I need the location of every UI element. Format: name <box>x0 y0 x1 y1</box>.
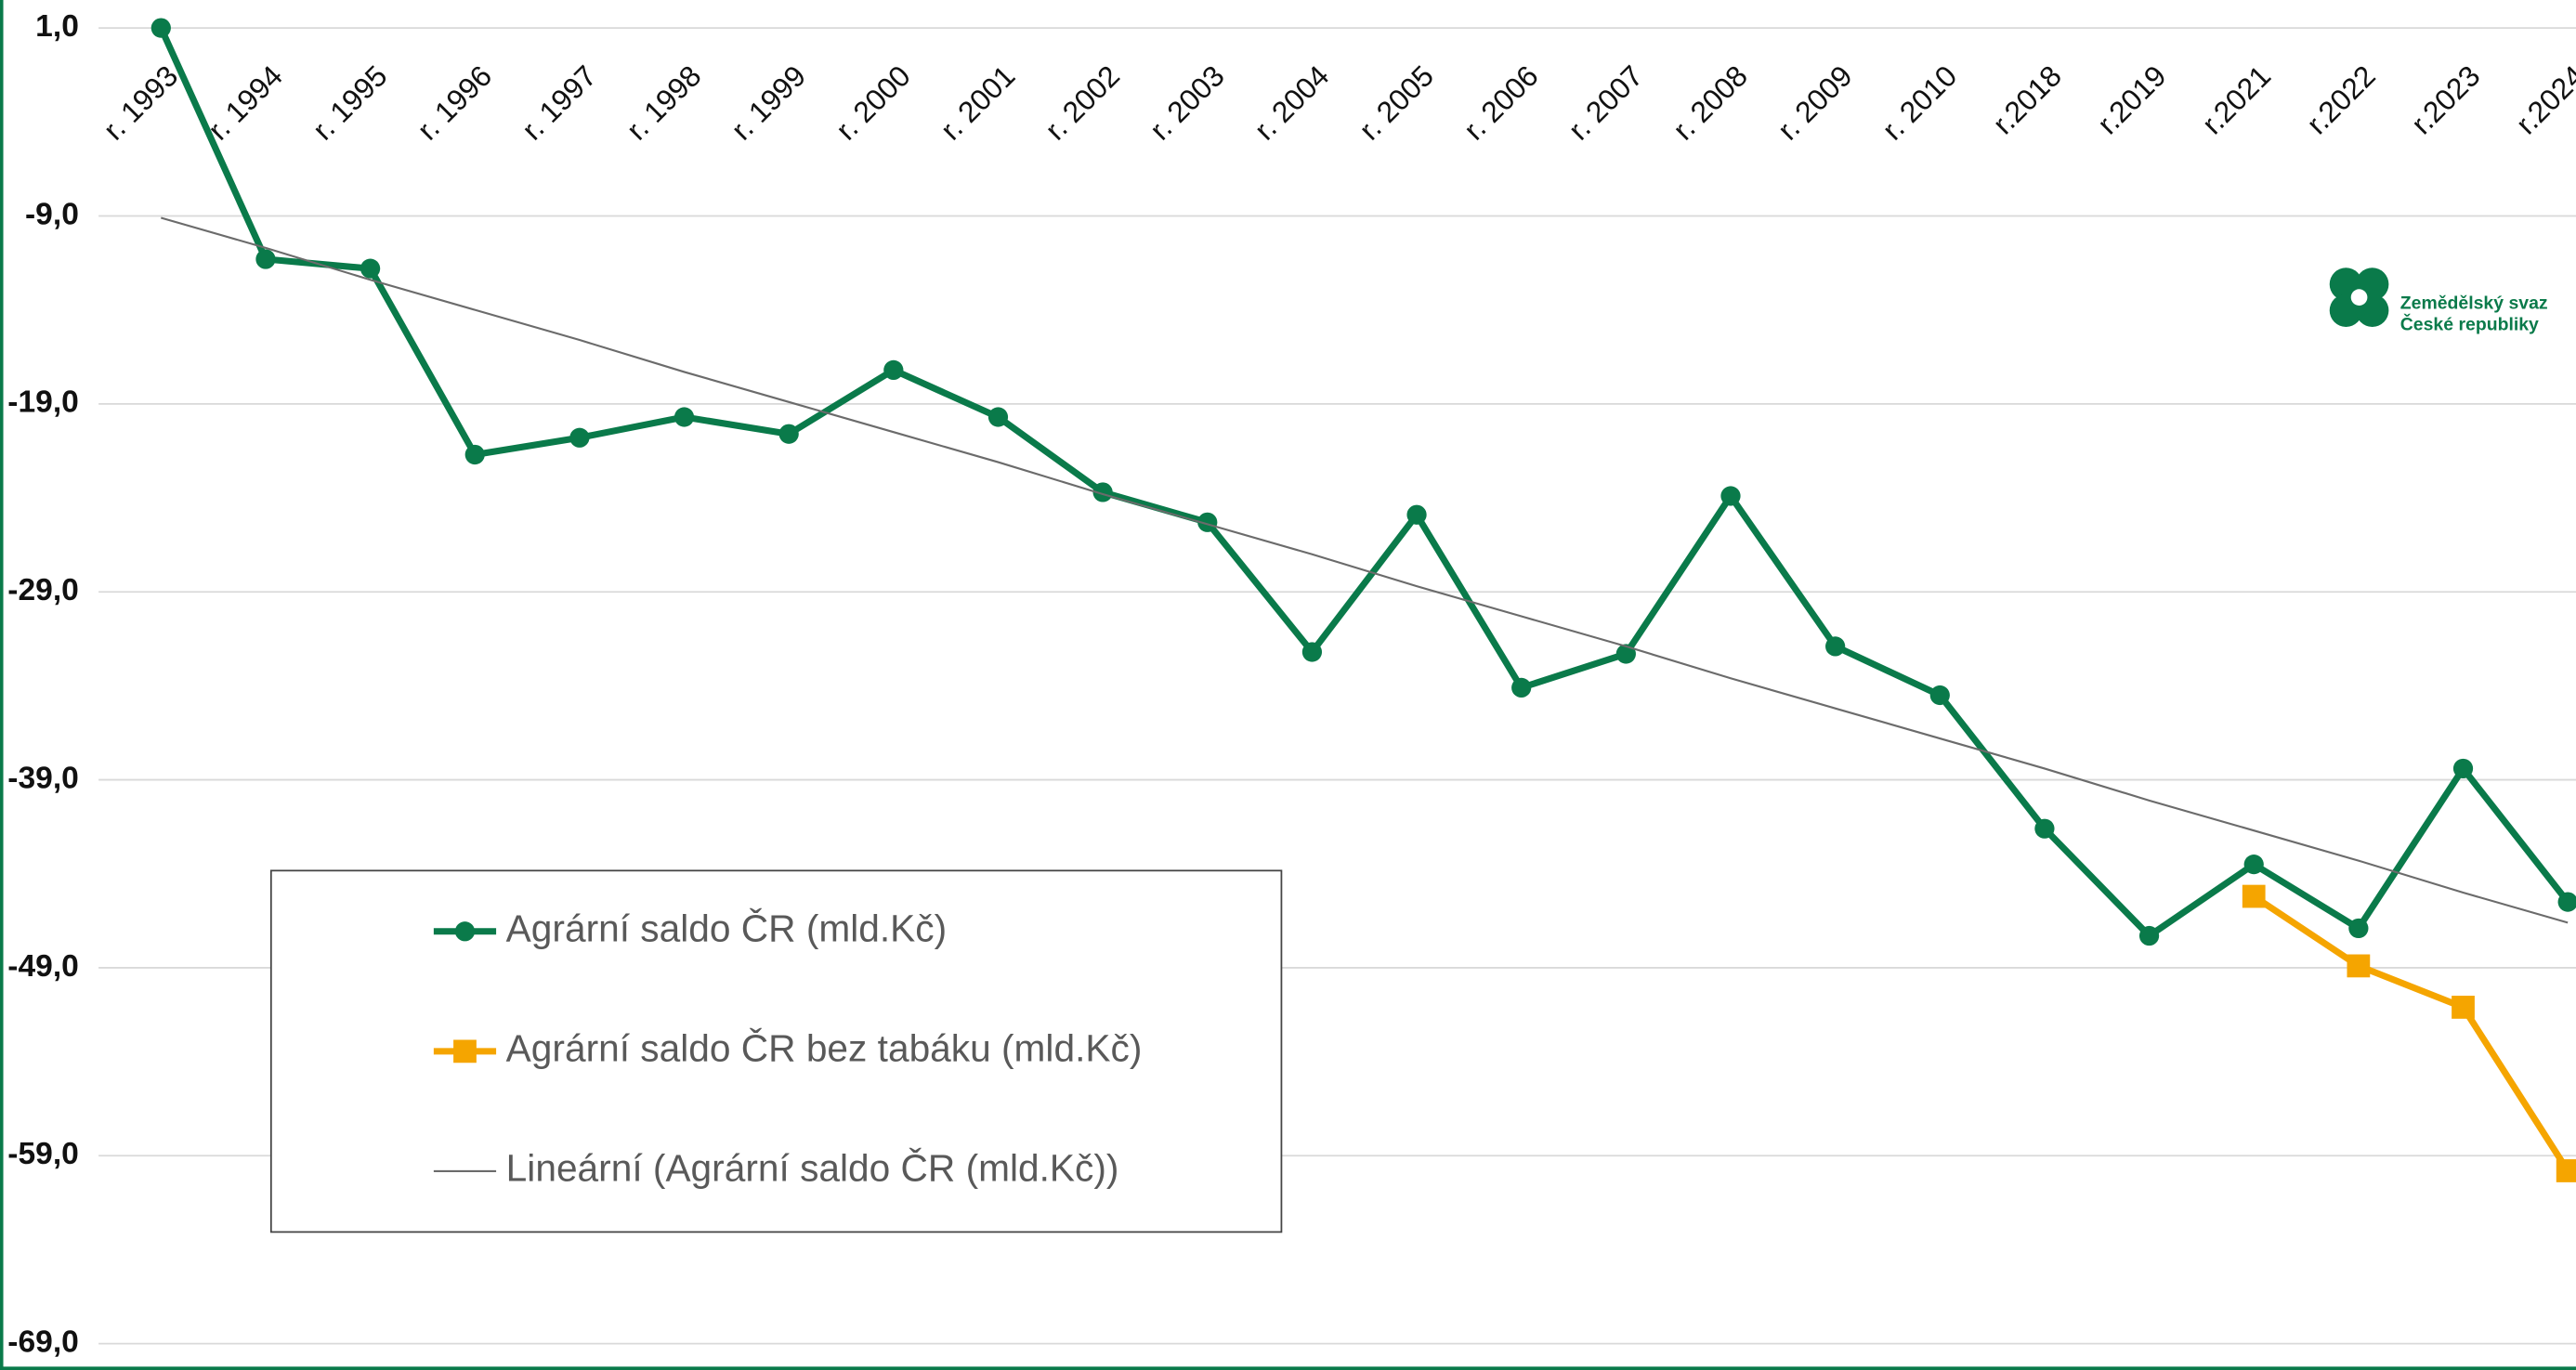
legend-label: Agrární saldo ČR bez tabáku (mld.Kč) <box>506 1027 1143 1070</box>
series-line <box>2252 894 2571 1173</box>
logo: Zemědělský svaz České republiky <box>2329 267 2548 334</box>
point <box>2242 884 2266 908</box>
logo-icon <box>2329 267 2389 327</box>
point <box>2556 1159 2576 1182</box>
y-tick-label: 1,0 <box>35 9 79 44</box>
point <box>569 427 590 448</box>
legend-marker <box>453 1039 477 1063</box>
y-tick-label: -29,0 <box>7 573 79 607</box>
point <box>150 18 171 38</box>
plot <box>150 18 2576 1182</box>
point <box>1197 512 1218 532</box>
point <box>1301 642 1323 662</box>
point <box>2347 954 2371 978</box>
y-tick-label: -49,0 <box>7 949 79 984</box>
point <box>1720 486 1741 506</box>
point <box>883 359 904 381</box>
legend-label: Agrární saldo ČR (mld.Kč) <box>506 907 947 950</box>
point <box>673 407 695 427</box>
point <box>2452 996 2475 1019</box>
point <box>2348 918 2369 939</box>
point <box>1406 504 1427 525</box>
y-tick-label: -69,0 <box>7 1325 79 1360</box>
series-line <box>158 26 2570 940</box>
point <box>1825 636 1846 657</box>
point <box>2557 892 2576 912</box>
point <box>2034 818 2055 839</box>
legend: Agrární saldo ČR (mld.Kč) Agrární saldo Č… <box>433 907 1143 1190</box>
point <box>1092 482 1113 502</box>
point <box>1615 644 1636 664</box>
point <box>360 258 381 279</box>
y-tick-label: -59,0 <box>7 1137 79 1171</box>
y-tick-label: -39,0 <box>7 761 79 795</box>
point <box>778 424 799 444</box>
y-tick-label: -19,0 <box>7 385 79 420</box>
legend-marker <box>454 921 476 942</box>
point <box>2138 925 2160 946</box>
point <box>464 444 485 465</box>
point <box>1929 685 1950 706</box>
point <box>2452 758 2474 779</box>
point <box>987 407 1009 427</box>
logo-text: Zemědělský svaz <box>2400 293 2548 313</box>
point <box>255 249 276 269</box>
y-tick-label: -9,0 <box>25 197 79 231</box>
point <box>1511 677 1532 698</box>
logo-text: České republiky <box>2400 312 2539 334</box>
trend-line <box>161 216 2569 924</box>
legend-label: Lineární (Agrární saldo ČR (mld.Kč)) <box>506 1147 1119 1190</box>
point <box>2243 855 2264 875</box>
